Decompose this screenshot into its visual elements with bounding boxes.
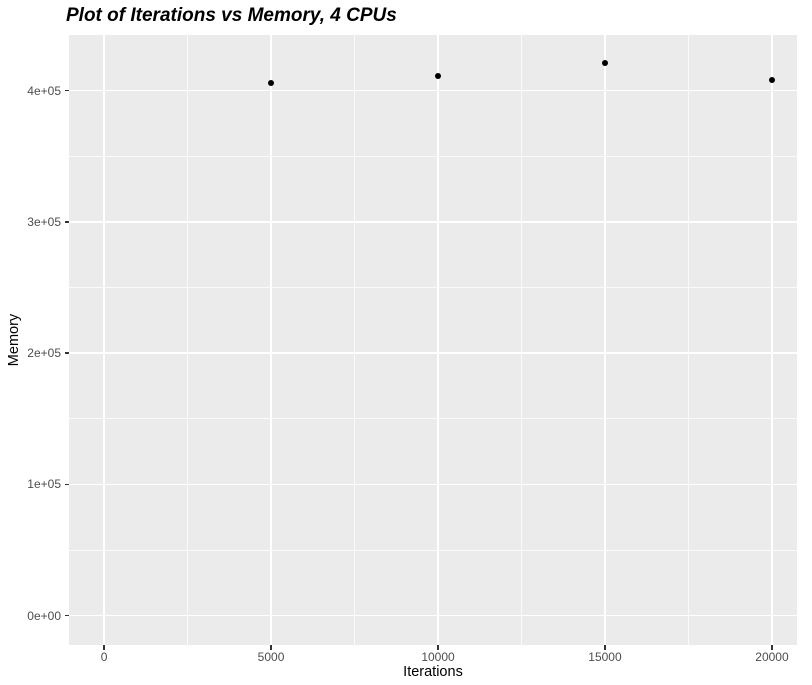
y-tick-label: 0e+00 [27,608,61,623]
x-tick-label: 5000 [257,650,285,664]
gridline-minor-vertical [187,35,189,645]
x-axis-tick-mark [604,645,606,650]
gridline-minor-vertical [354,35,356,645]
plot-panel [69,35,797,645]
gridline-minor-horizontal [69,418,797,420]
y-axis-tick-mark [64,352,69,354]
gridline-minor-horizontal [69,549,797,551]
y-axis-tick-mark [64,483,69,486]
gridline-major-vertical [103,35,105,645]
gridline-minor-horizontal [69,155,797,157]
gridline-major-vertical [437,35,439,645]
y-axis-tick-mark [64,614,69,617]
gridline-major-horizontal [69,221,797,223]
gridline-major-vertical [270,35,272,645]
gridline-major-horizontal [69,483,797,486]
y-tick-label: 2e+05 [27,346,61,361]
y-axis-title: Memory [6,313,22,367]
gridline-minor-vertical [687,35,689,645]
x-axis-tick-mark [103,645,105,650]
gridline-major-horizontal [69,614,797,617]
y-axis-tick-mark [64,89,69,92]
y-tick-label: 3e+05 [27,214,61,229]
y-tick-label: 4e+05 [27,83,61,98]
y-axis-tick-mark [64,221,69,223]
x-tick-label: 15000 [588,650,622,664]
data-point [434,72,442,80]
gridline-minor-vertical [520,35,522,645]
data-point [601,59,609,67]
gridline-major-horizontal [69,352,797,354]
gridline-major-horizontal [69,89,797,92]
x-tick-label: 20000 [755,650,789,664]
y-tick-label: 1e+05 [27,477,61,492]
x-axis-tick-mark [771,645,773,650]
x-tick-label: 10000 [421,650,455,664]
x-axis-title: Iterations [403,664,463,680]
x-axis-tick-mark [437,645,439,650]
gridline-major-vertical [771,35,773,645]
data-point [267,79,275,87]
chart-title: Plot of Iterations vs Memory, 4 CPUs [66,5,397,26]
x-tick-label: 0 [100,650,108,664]
x-axis-tick-mark [270,645,272,650]
gridline-minor-horizontal [69,287,797,289]
data-point [768,76,776,84]
gridline-major-vertical [604,35,606,645]
